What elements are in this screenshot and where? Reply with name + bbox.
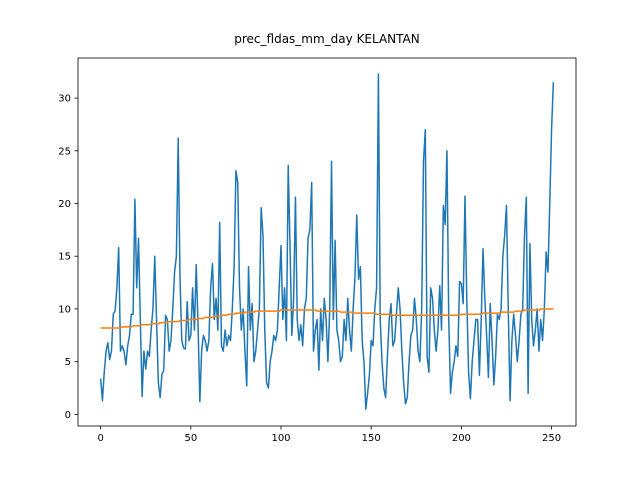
line-series	[99, 73, 555, 410]
line-series	[100, 308, 554, 329]
x-tick-label: 200	[452, 433, 471, 444]
y-tick-label: 0	[65, 410, 71, 421]
x-tick-label: 0	[97, 433, 103, 444]
y-tick-label: 25	[58, 146, 71, 157]
x-tick-label: 250	[542, 433, 561, 444]
plot-frame	[77, 57, 577, 427]
y-tick-label: 30	[58, 94, 71, 105]
x-tick-label: 100	[271, 433, 290, 444]
y-tick-label: 10	[58, 304, 71, 315]
y-tick-label: 20	[58, 199, 71, 210]
x-tick-label: 150	[362, 433, 381, 444]
y-tick-label: 15	[58, 252, 71, 263]
chart-title: prec_fldas_mm_day KELANTAN	[234, 32, 420, 46]
x-tick-label: 50	[184, 433, 197, 444]
y-tick-label: 5	[65, 357, 71, 368]
